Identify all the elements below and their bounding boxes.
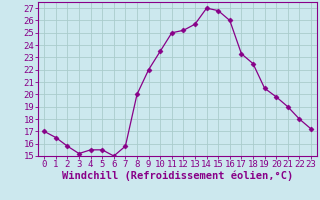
- X-axis label: Windchill (Refroidissement éolien,°C): Windchill (Refroidissement éolien,°C): [62, 171, 293, 181]
